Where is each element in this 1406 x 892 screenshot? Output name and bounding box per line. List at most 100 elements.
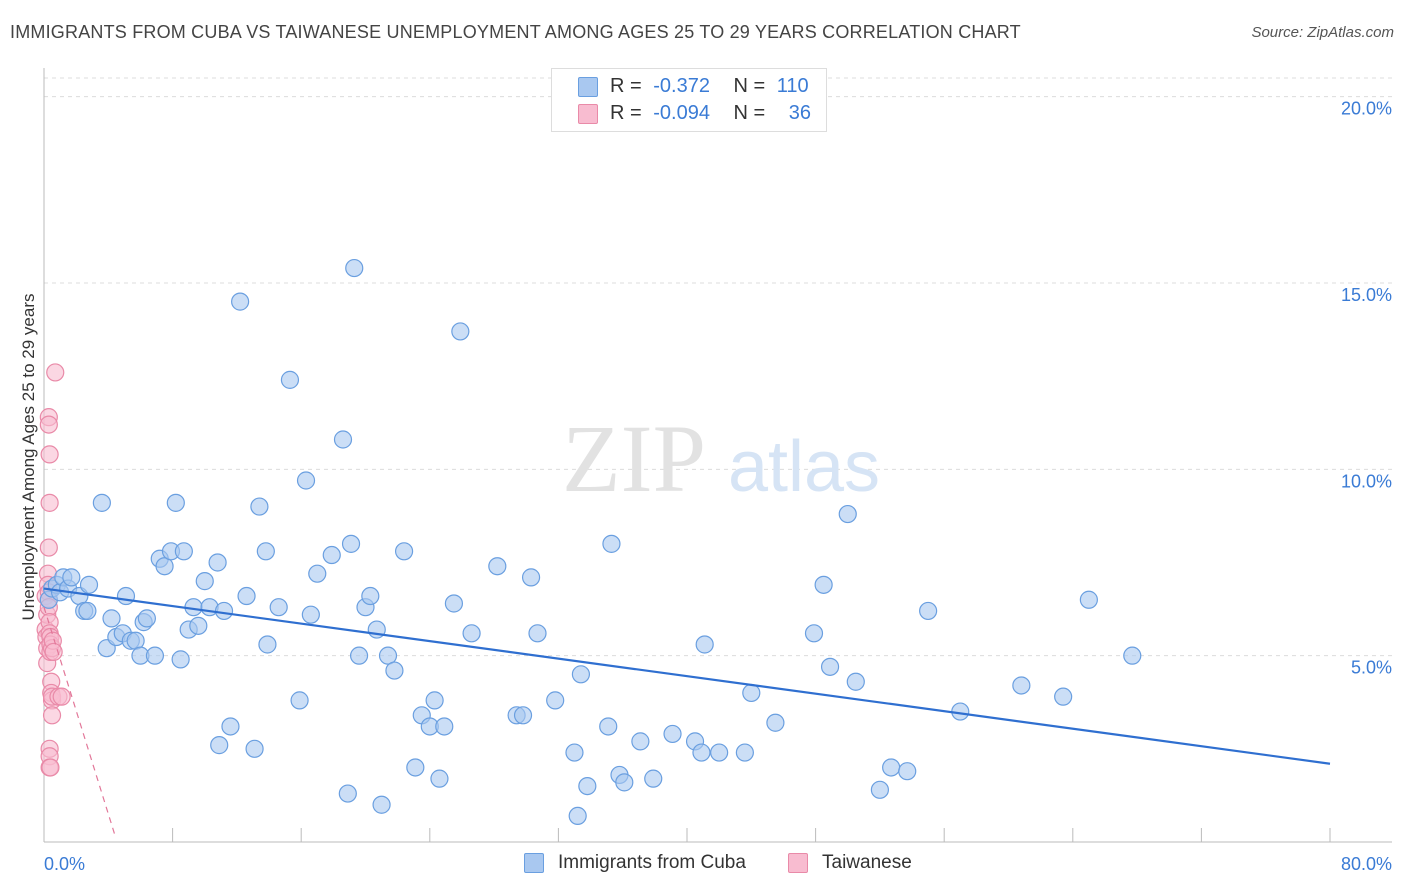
- cuba-point: [349, 646, 369, 665]
- legend-r-value-cuba: -0.372: [653, 75, 710, 97]
- cuba-point: [195, 572, 214, 591]
- cuba-point: [814, 575, 833, 594]
- cuba-point: [710, 743, 729, 762]
- cuba-point: [269, 598, 288, 617]
- cuba-point: [290, 691, 309, 710]
- bottom-legend-swatch-cuba: [524, 853, 544, 873]
- correlation-legend: R = -0.372 N = 110 R = -0.094 N = 36: [551, 68, 827, 132]
- y-tick-label: 20.0%: [1341, 99, 1392, 119]
- cuba-point: [1054, 687, 1073, 706]
- source-label: Source: ZipAtlas.com: [1251, 24, 1394, 41]
- cuba-point: [1123, 646, 1142, 665]
- cuba-point: [322, 545, 341, 565]
- legend-n-label: N =: [733, 75, 766, 97]
- cuba-point: [338, 784, 357, 803]
- cuba-point: [208, 553, 227, 572]
- taiwanese-point: [41, 758, 60, 777]
- taiwanese-point: [39, 538, 58, 557]
- cuba-point: [695, 635, 714, 654]
- x-tick-label-max: 80.0%: [1341, 854, 1392, 874]
- legend-n-value-taiwanese: 36: [788, 102, 812, 124]
- cuba-point: [333, 430, 353, 449]
- cuba-point: [296, 471, 316, 490]
- taiwanese-point: [46, 363, 65, 382]
- cuba-point: [513, 706, 533, 725]
- cuba-point: [898, 762, 917, 781]
- cuba-point: [462, 624, 481, 643]
- cuba-point: [521, 568, 541, 587]
- cuba-point: [256, 542, 275, 561]
- cuba-point: [145, 646, 165, 665]
- cuba-trend-line: [43, 587, 1331, 765]
- y-tick-label: 10.0%: [1341, 471, 1392, 491]
- cuba-point: [174, 542, 193, 561]
- cuba-point: [870, 780, 890, 799]
- cuba-point: [406, 758, 425, 777]
- cuba-point: [546, 691, 565, 710]
- cuba-point: [692, 743, 711, 762]
- cuba-point: [631, 732, 650, 751]
- cuba-point: [568, 806, 587, 826]
- x-tick-label-min: 0.0%: [44, 854, 85, 874]
- y-tick-label: 15.0%: [1341, 285, 1392, 305]
- cuba-point: [444, 594, 464, 613]
- legend-swatch-taiwanese: [578, 104, 598, 124]
- cuba-point: [435, 717, 454, 736]
- cuba-point: [308, 564, 327, 583]
- cuba-point: [425, 691, 444, 710]
- cuba-point: [372, 795, 391, 814]
- cuba-point: [78, 601, 97, 621]
- cuba-point: [214, 601, 234, 621]
- cuba-point: [361, 586, 380, 606]
- watermark-zip: ZIP: [562, 405, 706, 512]
- legend-text-taiwanese: R = -0.094 N = 36: [610, 102, 811, 125]
- cuba-point: [301, 605, 320, 624]
- cuba-point: [528, 624, 547, 643]
- cuba-points: [39, 258, 1142, 826]
- cuba-point: [62, 568, 81, 587]
- cuba-point: [171, 650, 190, 669]
- bottom-legend-label-taiwanese: Taiwanese: [822, 852, 912, 873]
- cuba-point: [838, 504, 857, 524]
- cuba-point: [571, 665, 591, 684]
- cuba-point: [846, 672, 865, 691]
- axes: [43, 68, 1392, 843]
- gridlines: [44, 77, 1392, 657]
- taiwanese-point: [40, 493, 59, 512]
- legend-r-label: R =: [610, 75, 642, 97]
- cuba-point: [1012, 676, 1031, 695]
- y-axis-label: Unemployment Among Ages 25 to 29 years: [19, 294, 38, 621]
- cuba-point: [92, 493, 111, 512]
- cuba-point: [137, 609, 156, 628]
- taiwanese-point: [42, 706, 62, 725]
- cuba-point: [735, 743, 754, 762]
- legend-r-value-taiwanese: -0.094: [653, 102, 710, 124]
- chart-title: IMMIGRANTS FROM CUBA VS TAIWANESE UNEMPL…: [10, 22, 1021, 42]
- cuba-point: [280, 370, 300, 389]
- bottom-legend-label-cuba: Immigrants from Cuba: [558, 852, 746, 873]
- cuba-point: [766, 713, 785, 732]
- cuba-point: [663, 724, 682, 744]
- cuba-point: [245, 739, 264, 758]
- cuba-point: [221, 717, 240, 736]
- legend-n-value-cuba: 110: [776, 75, 809, 97]
- taiwanese-point: [44, 642, 63, 662]
- cuba-point: [231, 292, 250, 311]
- cuba-point: [116, 586, 136, 606]
- cuba-point: [102, 609, 121, 628]
- trend-lines: [43, 587, 1331, 835]
- cuba-point: [166, 493, 185, 512]
- cuba-point: [578, 776, 597, 796]
- cuba-point: [237, 586, 256, 606]
- cuba-point: [451, 322, 470, 341]
- cuba-point: [488, 557, 507, 576]
- cuba-point: [430, 769, 449, 788]
- cuba-point: [565, 743, 584, 762]
- watermark-atlas: atlas: [728, 427, 880, 507]
- cuba-point: [385, 661, 404, 680]
- cuba-point: [1079, 590, 1098, 609]
- legend-r-label: R =: [610, 102, 642, 124]
- cuba-point: [919, 601, 938, 621]
- legend-n-label: N =: [733, 102, 766, 124]
